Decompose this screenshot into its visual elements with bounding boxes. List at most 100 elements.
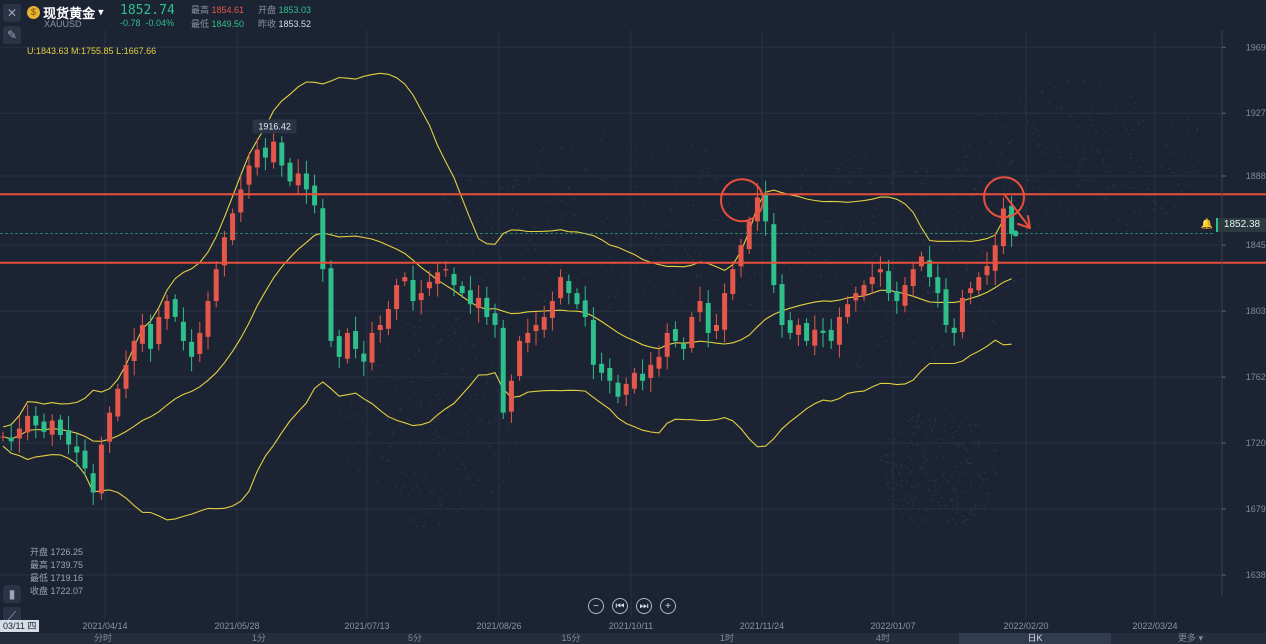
map-dot	[469, 321, 472, 324]
tab-daily[interactable]: 日K	[959, 633, 1111, 644]
crosshair-date-tag: 03/11 四	[0, 620, 40, 632]
map-dot	[636, 135, 639, 138]
map-dot	[954, 490, 956, 493]
map-dot	[820, 313, 822, 316]
map-dot	[684, 284, 686, 286]
map-dot	[977, 423, 979, 426]
map-dot	[415, 373, 417, 375]
scroll-start-button[interactable]: ⏮	[612, 598, 628, 614]
price-alert-button[interactable]: 🔔	[1200, 218, 1214, 232]
map-dot	[716, 185, 719, 187]
map-dot	[890, 503, 893, 505]
map-dot	[603, 132, 605, 135]
tab-intraday[interactable]: 分时	[93, 633, 112, 643]
map-dot	[932, 424, 935, 427]
candle-body	[451, 273, 457, 286]
open-value: 1853.03	[278, 5, 312, 15]
map-dot	[476, 360, 478, 363]
map-dot	[487, 412, 489, 415]
map-dot	[724, 161, 727, 164]
map-dot	[820, 240, 823, 242]
map-dot	[665, 224, 667, 227]
map-dot	[517, 227, 520, 229]
map-dot	[614, 296, 617, 298]
tab-15min[interactable]: 15分	[561, 633, 581, 643]
map-dot	[1133, 171, 1136, 174]
map-dot	[408, 397, 410, 400]
map-dot	[1035, 144, 1038, 146]
tab-4hour[interactable]: 4时	[875, 633, 890, 643]
close-button[interactable]: ✕	[3, 4, 21, 22]
map-dot	[888, 486, 890, 489]
map-dot	[425, 466, 428, 469]
map-dot	[899, 484, 902, 487]
map-dot	[518, 281, 521, 284]
timeframe-bar: 分时 1分 5分 15分 1时 4时 日K 更多 ▾	[0, 633, 1266, 644]
map-dot	[959, 462, 962, 465]
map-dot	[902, 447, 905, 449]
map-dot	[478, 479, 481, 481]
tab-1hour[interactable]: 1时	[719, 633, 734, 643]
map-dot	[950, 414, 953, 416]
symbol-selector[interactable]: $ 现货黄金 ▾	[27, 3, 104, 22]
map-dot	[1133, 101, 1136, 104]
map-dot	[952, 503, 954, 506]
map-dot	[929, 257, 932, 259]
tab-1min[interactable]: 1分	[251, 633, 266, 643]
candle-body	[959, 297, 965, 332]
map-dot	[1069, 115, 1072, 117]
map-dot	[432, 360, 434, 362]
map-dot	[560, 265, 563, 268]
map-dot	[925, 301, 927, 304]
candle-body	[779, 284, 785, 325]
map-dot	[505, 224, 507, 227]
tab-5min[interactable]: 5分	[407, 633, 422, 643]
map-dot	[974, 474, 977, 477]
map-dot	[908, 276, 911, 278]
candle-body	[385, 309, 391, 329]
map-dot	[457, 172, 459, 175]
map-dot	[692, 240, 695, 242]
map-dot	[782, 254, 785, 257]
scroll-end-button[interactable]: ⏭	[636, 598, 652, 614]
map-dot	[508, 461, 510, 463]
map-dot	[370, 412, 373, 415]
candle-body	[74, 446, 80, 453]
zoom-out-button[interactable]: −	[588, 598, 604, 614]
map-dot	[1111, 164, 1113, 167]
map-dot	[941, 439, 944, 441]
map-dot	[408, 346, 411, 349]
map-dot	[393, 471, 396, 474]
map-dot	[960, 239, 963, 241]
map-dot	[966, 263, 969, 266]
map-dot	[617, 286, 620, 288]
map-dot	[1101, 158, 1104, 161]
zoom-in-button[interactable]: +	[660, 598, 676, 614]
map-dot	[945, 346, 948, 349]
map-dot	[1126, 230, 1129, 233]
map-dot	[354, 384, 356, 387]
map-dot	[927, 167, 929, 169]
map-dot	[724, 231, 727, 234]
drawing-tool-button[interactable]: ✎	[3, 26, 21, 44]
map-dot	[606, 146, 609, 149]
map-dot	[506, 427, 509, 430]
map-dot	[931, 290, 934, 293]
indicator-button[interactable]: ▮	[3, 585, 21, 603]
map-dot	[992, 450, 995, 453]
map-dot	[681, 260, 684, 263]
map-dot	[439, 339, 442, 342]
bollinger-readout: U:1843.63 M:1755.85 L:1667.66	[27, 46, 157, 56]
map-dot	[958, 425, 960, 428]
map-dot	[1059, 107, 1062, 110]
map-dot	[907, 501, 909, 504]
map-dot	[481, 279, 484, 281]
map-dot	[422, 511, 425, 514]
bollinger-bands	[2, 72, 1012, 521]
map-dot	[922, 293, 924, 296]
map-dot	[882, 167, 885, 170]
tab-more[interactable]: 更多 ▾	[1177, 633, 1204, 643]
map-dot	[948, 325, 950, 328]
map-dot	[448, 200, 451, 202]
